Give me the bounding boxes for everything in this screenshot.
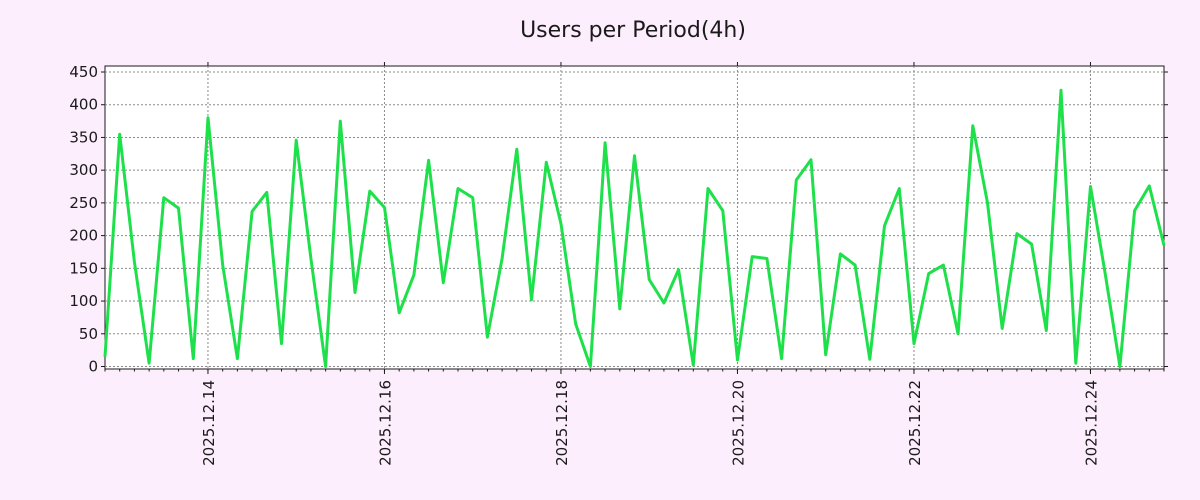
y-tick-label: 100 — [69, 292, 98, 310]
chart-title: Users per Period(4h) — [520, 18, 746, 43]
y-tick-label: 300 — [69, 161, 98, 179]
x-tick-label: 2025.12.20 — [729, 380, 747, 466]
x-tick-label: 2025.12.22 — [906, 380, 924, 466]
x-tick-label: 2025.12.16 — [376, 380, 394, 466]
y-tick-label: 250 — [69, 194, 98, 212]
x-tick-label: 2025.12.14 — [200, 380, 218, 466]
x-tick-label: 2025.12.24 — [1082, 380, 1100, 466]
y-tick-label: 400 — [69, 96, 98, 114]
y-axis: 0 50 100 150 200 250 300 350 400 450 — [69, 63, 1168, 376]
x-tick-label: 2025.12.18 — [553, 380, 571, 466]
series-line — [103, 88, 1166, 368]
x-axis: 2025.12.14 2025.12.16 2025.12.18 2025.12.20… — [104, 62, 1165, 466]
series-layer — [103, 88, 1166, 368]
y-tick-label: 150 — [69, 259, 98, 277]
y-tick-label: 200 — [69, 227, 98, 245]
plot-area — [104, 65, 1165, 370]
y-tick-label: 50 — [79, 325, 98, 343]
y-tick-label: 0 — [88, 358, 98, 376]
y-tick-label: 450 — [69, 63, 98, 81]
y-tick-label: 350 — [69, 128, 98, 146]
